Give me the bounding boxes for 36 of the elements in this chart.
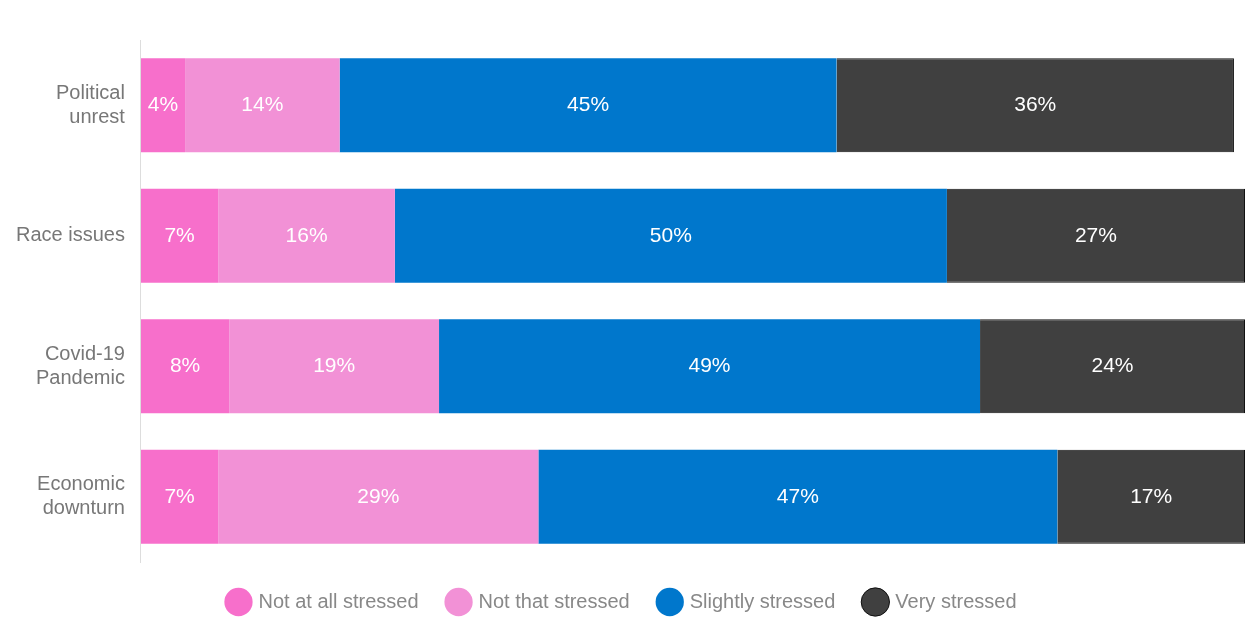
data-label: 8% bbox=[169, 353, 201, 377]
y-tick-label: Political unrest bbox=[56, 80, 126, 127]
bar bbox=[140, 319, 230, 414]
data-label: 16% bbox=[285, 222, 328, 246]
data-label: 27% bbox=[1074, 222, 1117, 246]
data-label: 45% bbox=[567, 92, 610, 116]
bar bbox=[140, 449, 219, 544]
data-label: 29% bbox=[357, 483, 400, 507]
data-label: 7% bbox=[164, 222, 195, 246]
bar bbox=[339, 58, 837, 153]
data-label: 36% bbox=[1014, 92, 1057, 116]
bar bbox=[140, 188, 219, 283]
legend-label: Very stressed bbox=[895, 589, 1017, 612]
bar bbox=[218, 188, 395, 283]
data-label: 4% bbox=[147, 92, 179, 116]
legend-label: Not at all stressed bbox=[258, 589, 419, 612]
data-label: 50% bbox=[649, 222, 692, 246]
bar bbox=[538, 449, 1058, 544]
data-label: 49% bbox=[688, 353, 731, 377]
data-label: 19% bbox=[313, 353, 356, 377]
bar bbox=[185, 58, 340, 153]
data-label: 47% bbox=[776, 483, 819, 507]
y-tick-label: Race issues bbox=[16, 223, 125, 246]
bar bbox=[229, 319, 440, 414]
y-tick-label: Covid-19 Pandemic bbox=[36, 341, 125, 388]
legend-label: Slightly stressed bbox=[689, 589, 836, 612]
bar bbox=[439, 319, 981, 414]
data-label: 17% bbox=[1130, 483, 1173, 507]
y-tick-label: Economic downturn bbox=[37, 472, 125, 519]
data-label: 14% bbox=[241, 92, 284, 116]
data-label: 7% bbox=[164, 483, 195, 507]
bar bbox=[218, 449, 539, 544]
bar bbox=[140, 58, 186, 153]
data-label: 24% bbox=[1091, 353, 1134, 377]
bar bbox=[394, 188, 947, 283]
legend-label: Not that stressed bbox=[478, 589, 630, 612]
